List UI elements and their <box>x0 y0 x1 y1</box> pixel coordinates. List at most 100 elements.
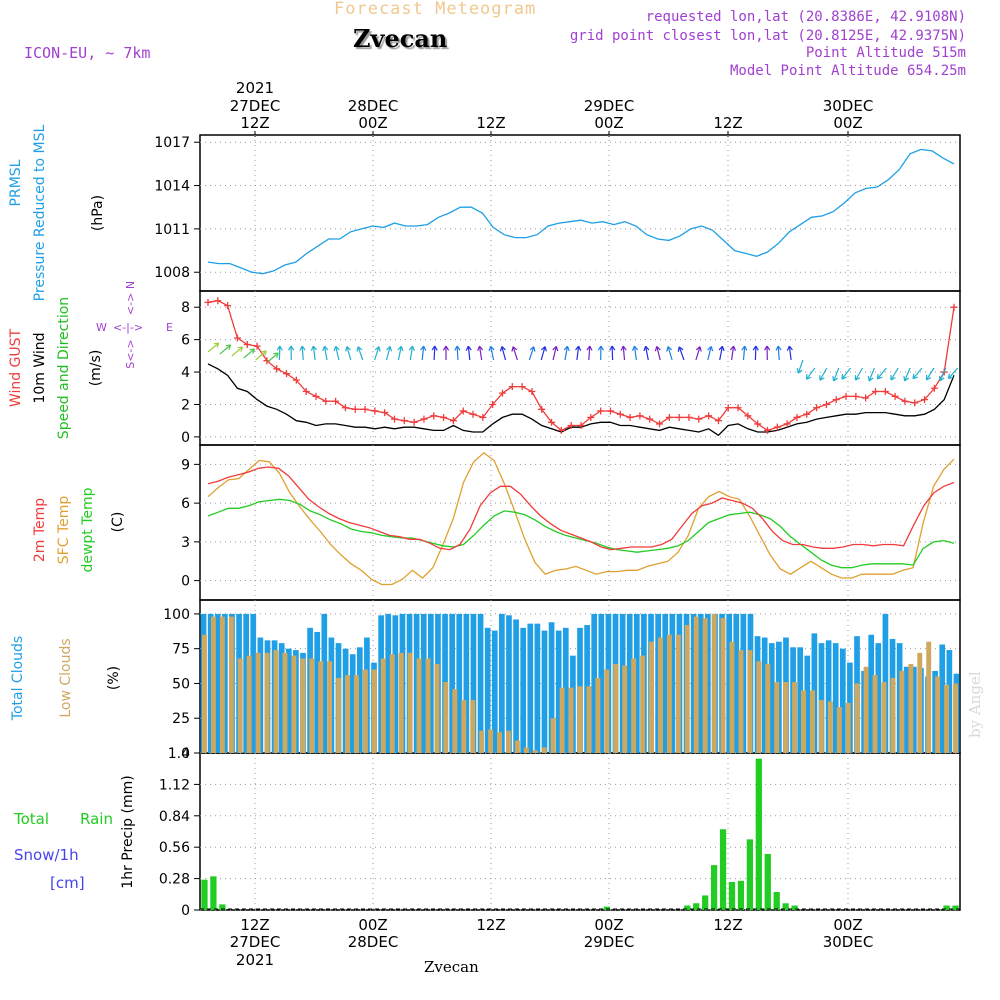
wind-gust-point <box>901 397 909 405</box>
bottom-tick-label: 00Z <box>358 916 387 934</box>
wind-gust-point <box>783 420 791 428</box>
wind-direction-arrow <box>890 367 899 381</box>
wind-gust-point <box>891 392 899 400</box>
y-tick-label: 1011 <box>154 222 190 238</box>
rain-bar <box>755 758 762 910</box>
total-cloud-bar <box>470 613 477 753</box>
wind-gust-point <box>822 400 830 408</box>
low-cloud-bar <box>309 658 315 753</box>
low-cloud-bar <box>380 658 386 753</box>
wind-direction-arrow <box>243 348 255 359</box>
total-cloud-bar <box>705 613 711 753</box>
total-cloud-bar <box>278 643 285 753</box>
wind-direction-arrowhead <box>345 346 352 352</box>
wind-direction-arrowhead <box>741 345 748 351</box>
wind-gust-point <box>665 413 673 421</box>
wind-direction-arrowhead <box>310 345 317 351</box>
low-cloud-bar <box>944 684 950 753</box>
wind-gust-point <box>871 388 879 396</box>
low-cloud-bar <box>523 747 529 753</box>
low-cloud-bar <box>926 641 932 753</box>
wind-gust-point <box>852 392 860 400</box>
y-tick-label: 3 <box>181 535 190 551</box>
top-tick-label: 12Z <box>240 114 269 132</box>
wind-gust-point <box>498 389 506 397</box>
rain-bar <box>728 881 736 910</box>
total-cloud-bar <box>527 623 534 753</box>
wind-gust-point <box>273 365 281 373</box>
low-cloud-bar <box>765 663 771 753</box>
bottom-tick-label: 12Z <box>476 916 505 934</box>
low-cloud-bar <box>586 686 592 753</box>
wind-direction-arrowhead <box>465 345 472 351</box>
wind-direction-arrow <box>904 367 911 382</box>
wind-direction-arrow <box>219 344 232 355</box>
total-cloud-bar <box>428 613 434 753</box>
wind-direction-arrow <box>939 367 947 382</box>
wind-direction-arrow <box>231 346 243 357</box>
low-cloud-bar <box>738 650 744 753</box>
wind-gust-point <box>793 413 801 421</box>
total-cloud-bar <box>349 654 356 753</box>
y-tick-label: 25 <box>172 711 190 727</box>
wind-direction-arrowhead <box>695 346 702 352</box>
wind-direction-arrowhead <box>420 345 427 351</box>
total-cloud-bar <box>214 613 221 753</box>
total-cloud-bar <box>314 631 321 753</box>
wind-direction-arrowhead <box>273 352 279 358</box>
wind-direction-arrow <box>948 367 959 379</box>
wind-direction-arrow <box>267 352 279 363</box>
wind-gust-point <box>842 392 850 400</box>
low-cloud-bar <box>658 637 663 753</box>
wind-gust-point <box>302 388 310 396</box>
y-tick-label: 100 <box>163 607 190 623</box>
low-cloud-bar <box>693 616 699 753</box>
low-cloud-bar <box>684 625 690 753</box>
total-cloud-bar <box>506 615 512 753</box>
low-cloud-bar <box>345 675 350 753</box>
product-title: Forecast Meteogram <box>334 0 537 19</box>
panel-frame <box>199 290 961 446</box>
low-cloud-bar <box>488 729 494 753</box>
total-cloud-bar <box>797 647 804 753</box>
wind-gust-point <box>636 412 644 420</box>
wind-gust-point <box>508 383 516 391</box>
wind-gust-point <box>410 418 418 426</box>
clouds-unit: (%) <box>106 666 122 690</box>
rain-bar <box>952 905 959 910</box>
total-cloud-bar <box>839 648 846 753</box>
compass-arrow-h: <-|-> <box>113 321 143 334</box>
total-cloud-bar <box>562 627 569 753</box>
top-tick-day: 28DEC <box>348 97 399 115</box>
wind-direction-arrow <box>678 346 685 361</box>
low-cloud-bar <box>899 670 905 753</box>
wind-direction-arrowhead <box>213 342 220 348</box>
wind-direction-arrow <box>346 346 352 361</box>
low-cloud-bar <box>264 652 270 753</box>
low-cloud-bar <box>595 677 601 753</box>
low-cloud-bar <box>282 652 288 753</box>
wind-gust-point <box>459 407 467 415</box>
y-tick-label: 8 <box>181 300 190 316</box>
total-cloud-bar <box>477 613 484 753</box>
wind-direction-arrowhead <box>374 346 381 352</box>
wind-gust-point <box>351 405 359 413</box>
low-cloud-bar <box>443 682 449 753</box>
wind-gust-point <box>930 384 938 392</box>
wind-gust-point <box>381 409 389 417</box>
wind-direction-arrowhead <box>237 346 244 352</box>
wind-direction-arrow <box>301 345 304 361</box>
total-cloud-bar <box>697 613 704 753</box>
total-cloud-bar <box>491 630 498 753</box>
low-cloud-bar <box>506 730 511 753</box>
low-cloud-bar <box>568 687 574 753</box>
total-cloud-bar <box>484 627 491 753</box>
total-cloud-bar <box>513 619 519 753</box>
wind-direction-arrow <box>667 346 673 361</box>
low-cloud-bar <box>461 700 467 753</box>
wind-direction-arrowhead <box>408 345 415 352</box>
low-cloud-bar <box>783 682 789 753</box>
wind-gust-point <box>950 303 958 311</box>
wind-gust-point <box>587 413 595 421</box>
wind-direction-arrowhead <box>333 345 340 352</box>
